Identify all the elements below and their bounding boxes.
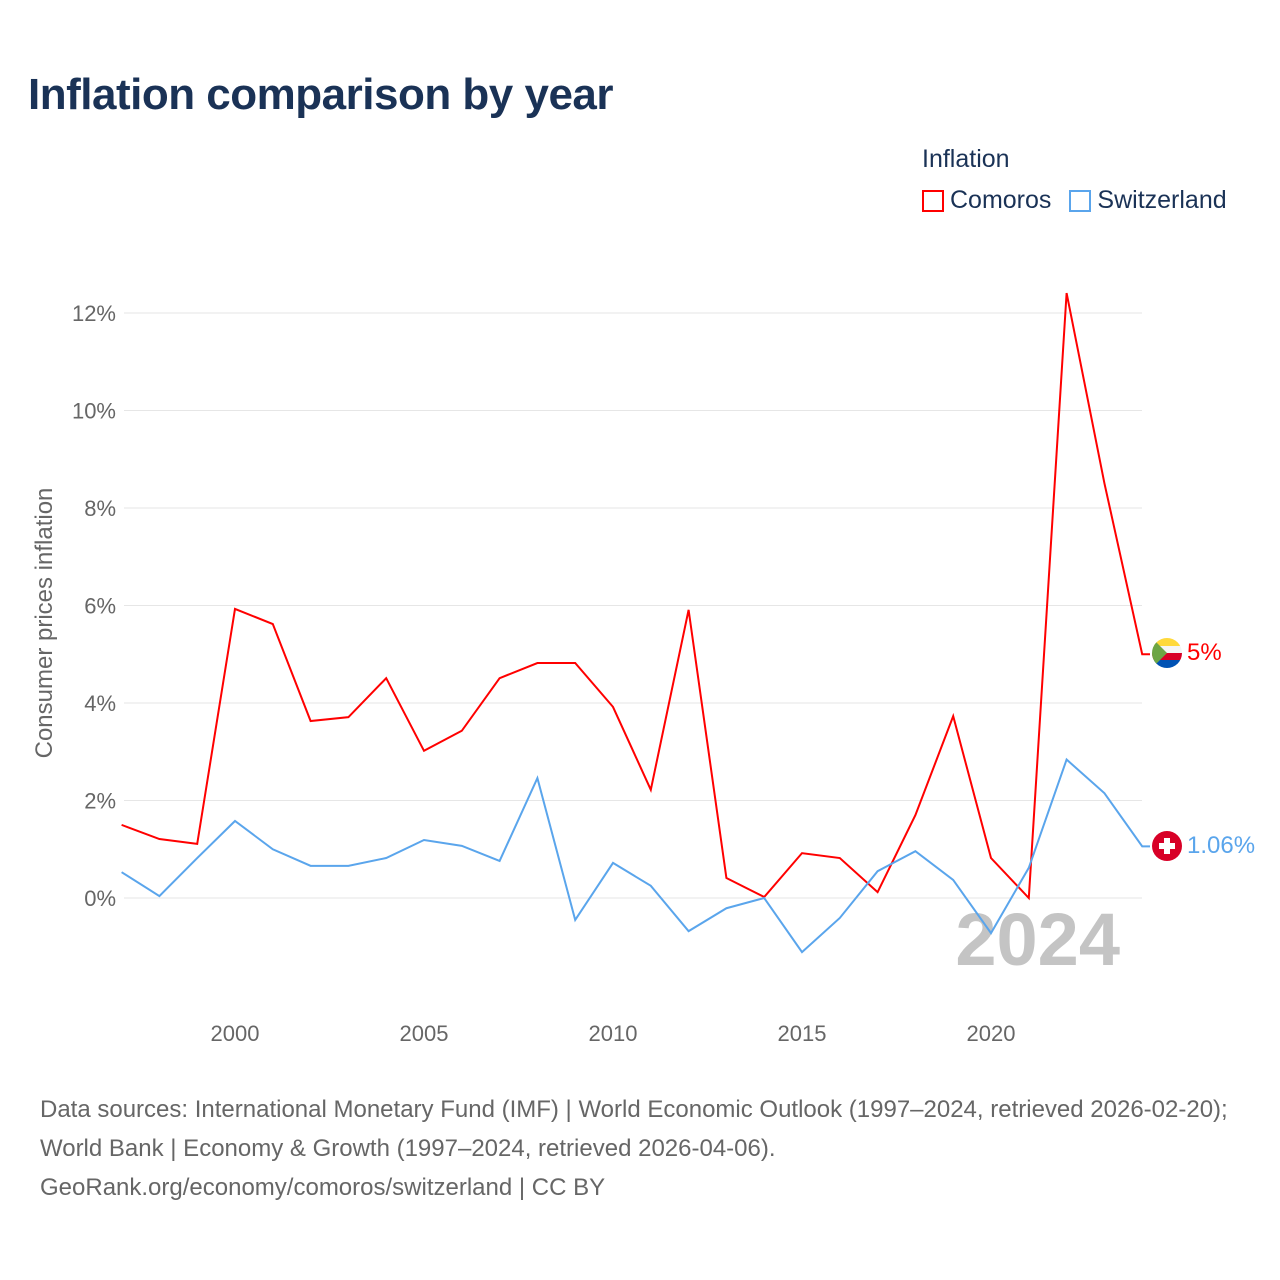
y-tick-label: 0%: [84, 886, 116, 911]
legend: Comoros Switzerland: [922, 186, 1227, 215]
y-axis-label: Consumer prices inflation: [31, 488, 58, 759]
series-lines: [121, 292, 1150, 954]
y-tick-label: 6%: [84, 594, 116, 619]
switzerland-flag-icon: [1152, 831, 1182, 861]
y-axis-ticks: 0% 2% 4% 6% 8% 10% 12%: [72, 301, 116, 911]
legend-label: Comoros: [950, 186, 1052, 214]
comoros-flag-icon: [1152, 638, 1182, 668]
source-note: Data sources: International Monetary Fun…: [40, 1090, 1250, 1207]
legend-title: Inflation: [922, 145, 1010, 173]
series-line-switzerland: [121, 757, 1150, 954]
source-link[interactable]: GeoRank.org/economy/comoros/switzerland …: [40, 1174, 606, 1201]
x-tick-label: 2020: [967, 1021, 1016, 1046]
legend-item-comoros[interactable]: Comoros: [922, 186, 1051, 215]
source-text: Data sources: International Monetary Fun…: [40, 1096, 1228, 1162]
x-tick-label: 2015: [778, 1021, 827, 1046]
chart-title: Inflation comparison by year: [28, 70, 614, 119]
series-line-comoros: [121, 292, 1150, 901]
x-tick-label: 2010: [589, 1021, 638, 1046]
legend-swatch-comoros: [922, 189, 944, 212]
year-watermark: 2024: [955, 898, 1120, 981]
gridlines: [124, 312, 1142, 899]
x-tick-label: 2000: [211, 1021, 260, 1046]
legend-swatch-switzerland: [1069, 189, 1092, 212]
y-tick-label: 10%: [72, 399, 116, 424]
legend-item-switzerland[interactable]: Switzerland: [1069, 186, 1227, 215]
y-tick-label: 8%: [84, 496, 116, 521]
y-tick-label: 4%: [84, 691, 116, 716]
x-tick-label: 2005: [400, 1021, 449, 1046]
legend-label: Switzerland: [1097, 186, 1227, 214]
switzerland-end-label: 1.06%: [1187, 832, 1255, 859]
x-axis-ticks: 2000 2005 2010 2015 2020: [211, 1021, 1016, 1046]
y-tick-label: 2%: [84, 789, 116, 814]
y-tick-label: 12%: [72, 301, 116, 326]
comoros-end-label: 5%: [1187, 639, 1222, 666]
